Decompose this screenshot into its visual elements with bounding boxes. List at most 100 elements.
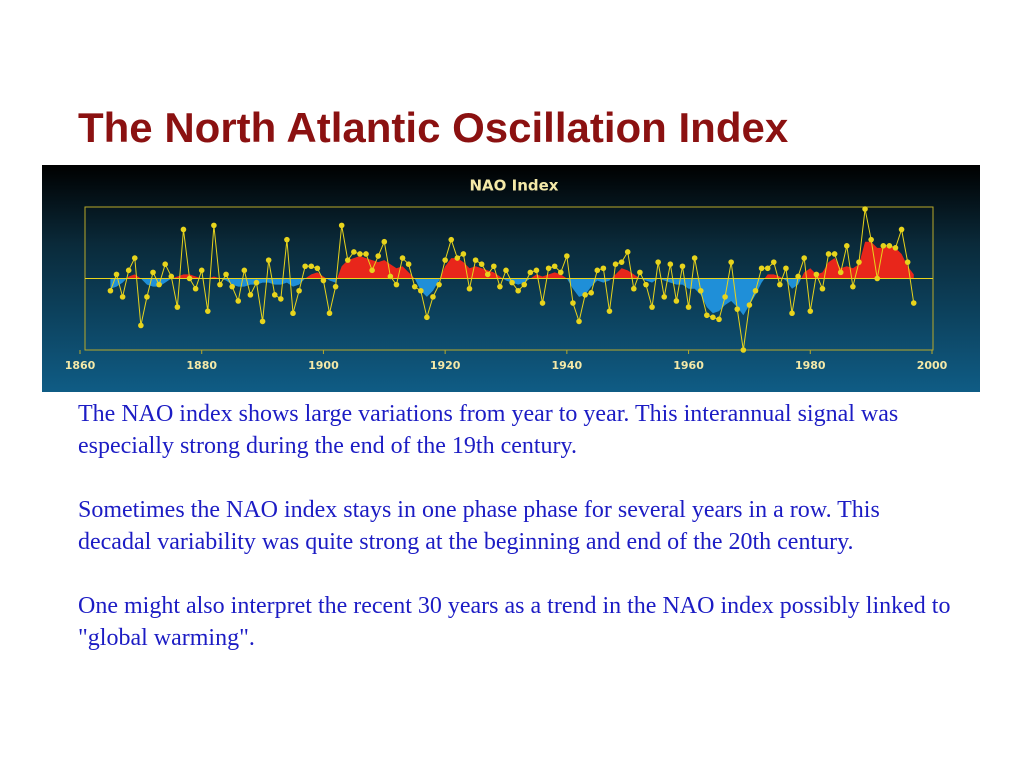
data-point	[387, 273, 394, 280]
data-point	[454, 255, 461, 261]
data-point	[770, 259, 777, 265]
data-point	[430, 294, 436, 300]
data-point	[144, 294, 150, 300]
data-point	[576, 318, 582, 325]
data-point	[344, 257, 351, 263]
data-point	[551, 263, 558, 270]
data-point	[819, 285, 826, 292]
data-point	[253, 279, 260, 286]
data-point	[119, 294, 126, 300]
data-point	[205, 308, 211, 314]
area-negative	[110, 278, 914, 316]
slide-title: The North Atlantic Oscillation Index	[78, 104, 789, 151]
data-point	[831, 251, 838, 257]
data-point	[369, 267, 375, 274]
paragraph: The NAO index shows large variations fro…	[78, 401, 899, 459]
data-point	[338, 222, 345, 229]
data-point	[180, 226, 187, 233]
data-point	[728, 259, 734, 265]
data-point	[868, 236, 874, 243]
data-point	[697, 287, 704, 294]
data-point	[582, 292, 588, 298]
data-point	[186, 275, 193, 282]
data-point	[497, 283, 503, 290]
data-point	[138, 322, 144, 329]
data-point	[271, 292, 278, 298]
x-tick-label: 1960	[673, 359, 704, 372]
data-point	[637, 269, 643, 276]
data-point	[223, 271, 229, 278]
data-point	[308, 263, 315, 270]
data-point	[600, 265, 607, 272]
x-tick-label: 1860	[65, 359, 96, 372]
data-point	[442, 257, 448, 263]
body-text: The NAO index shows large variations fro…	[78, 398, 958, 686]
data-point	[393, 281, 400, 288]
data-point	[125, 267, 132, 274]
data-point	[235, 298, 242, 304]
data-point	[807, 308, 814, 314]
data-point	[691, 255, 698, 261]
data-point	[515, 287, 521, 294]
area-positive	[110, 241, 914, 279]
data-point	[381, 238, 388, 245]
data-point	[418, 287, 424, 294]
data-point	[649, 304, 655, 310]
data-point	[564, 253, 570, 259]
data-point	[162, 261, 168, 267]
x-tick-label: 1900	[308, 359, 339, 372]
data-point	[716, 316, 722, 323]
data-point	[557, 269, 564, 276]
data-point	[460, 251, 467, 257]
data-point	[290, 310, 296, 317]
data-point	[710, 314, 716, 321]
data-point	[533, 267, 540, 274]
data-point	[503, 267, 509, 274]
data-point	[436, 281, 442, 288]
data-point	[357, 251, 363, 257]
data-point	[539, 300, 546, 306]
data-point	[302, 263, 308, 270]
data-point	[259, 318, 266, 325]
data-point	[570, 300, 576, 306]
data-point	[375, 253, 382, 259]
data-point	[740, 347, 747, 353]
data-point	[478, 261, 485, 267]
data-point	[789, 310, 795, 317]
data-point	[746, 302, 753, 308]
data-point	[211, 222, 217, 229]
data-point	[411, 283, 418, 290]
data-point	[844, 243, 850, 249]
data-point	[521, 281, 528, 288]
data-point	[448, 236, 455, 243]
data-point	[113, 271, 120, 278]
data-point	[777, 281, 783, 288]
chart-title: NAO Index	[470, 177, 559, 195]
data-point	[704, 312, 710, 319]
data-point	[168, 273, 175, 280]
data-point	[673, 298, 680, 304]
data-point	[332, 283, 339, 290]
data-point	[892, 245, 899, 251]
data-point	[326, 310, 333, 317]
data-point	[606, 308, 613, 314]
data-point	[314, 265, 321, 272]
data-point	[107, 287, 114, 294]
data-point	[880, 243, 887, 249]
data-point	[801, 255, 807, 261]
data-point	[734, 306, 741, 312]
data-point	[351, 249, 357, 255]
data-point	[904, 259, 911, 265]
x-tick-label: 2000	[917, 359, 948, 372]
data-point	[484, 271, 491, 278]
data-point	[588, 290, 594, 296]
data-point	[545, 265, 552, 272]
data-point	[813, 271, 820, 278]
data-point	[898, 226, 905, 233]
data-point	[618, 259, 625, 265]
data-point	[862, 206, 868, 212]
data-point	[284, 236, 290, 243]
data-point	[174, 304, 181, 310]
data-point	[886, 243, 893, 249]
